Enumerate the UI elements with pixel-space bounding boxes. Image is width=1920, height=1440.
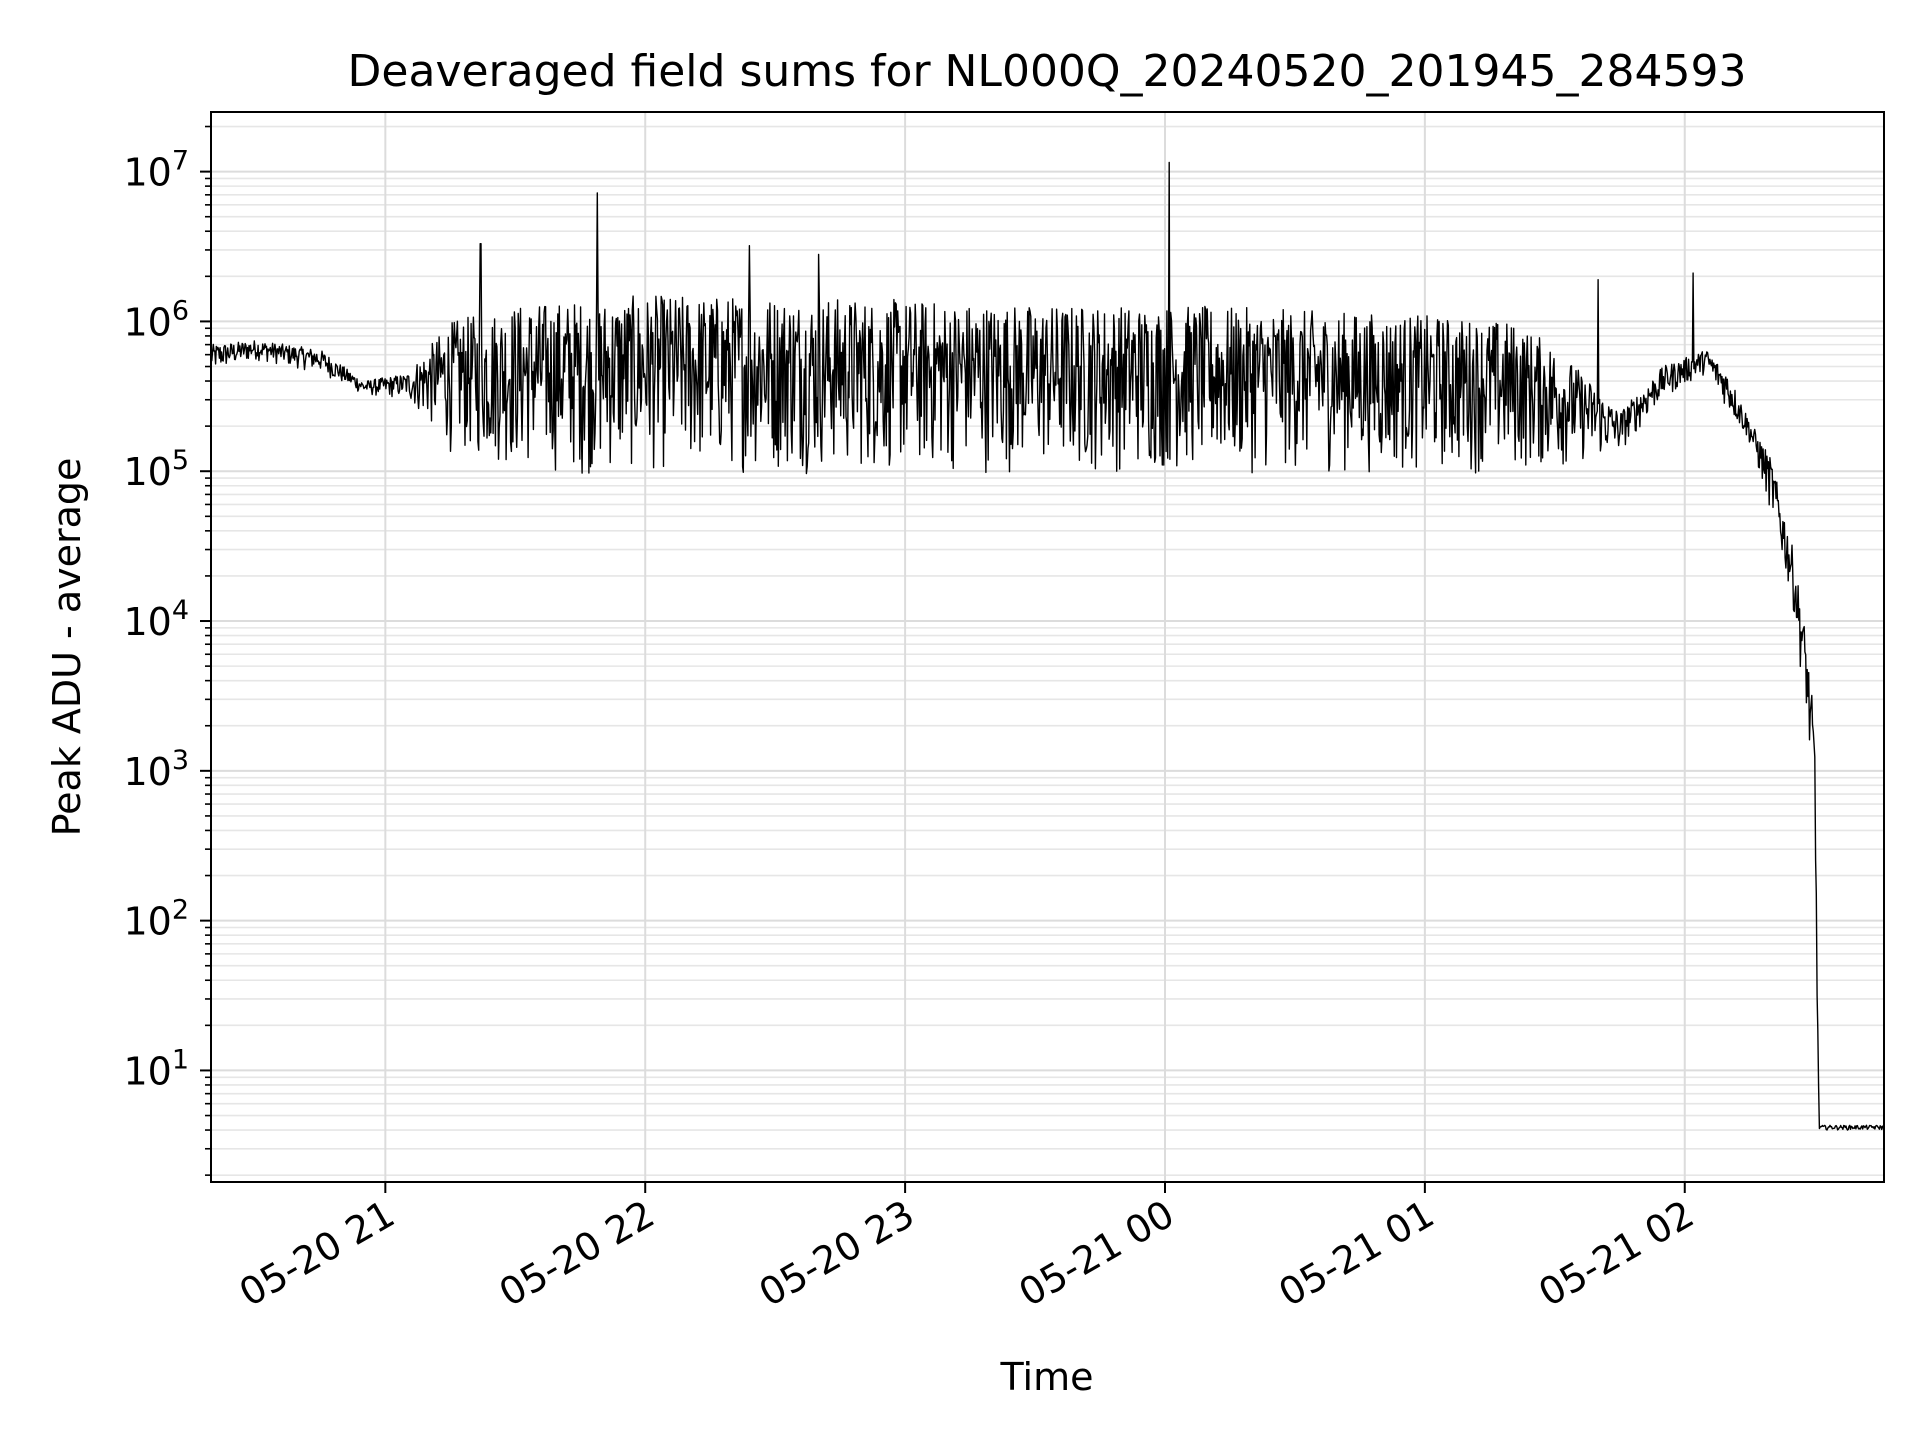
y-tick-label: 106 <box>123 295 189 344</box>
y-tick-label: 101 <box>123 1044 189 1093</box>
series-line <box>211 161 1884 1131</box>
x-tick-label: 05-21 00 <box>1012 1192 1182 1316</box>
x-tick-label: 05-20 21 <box>232 1192 402 1316</box>
y-axis-label: Peak ADU - average <box>45 458 89 837</box>
axis-layer: 101 102 103 104 105 106 107 05-20 21 05-20 22 05-… <box>123 125 1701 1316</box>
y-tick-label: 105 <box>123 445 189 494</box>
x-tick-label: 05-20 22 <box>492 1192 662 1316</box>
chart-title: Deaveraged field sums for NL000Q_2024052… <box>348 46 1747 97</box>
y-tick-label: 104 <box>123 595 189 644</box>
y-tick-label: 102 <box>123 895 189 944</box>
y-tick-label: 103 <box>123 745 189 794</box>
series-layer <box>211 161 1884 1131</box>
x-tick-label: 05-21 02 <box>1531 1192 1701 1316</box>
grid-layer <box>211 112 1884 1182</box>
x-tick-label: 05-20 23 <box>752 1192 922 1316</box>
x-tick-label: 05-21 01 <box>1271 1192 1441 1316</box>
x-axis-label: Time <box>1000 1355 1094 1399</box>
plot-frame <box>210 111 1885 1183</box>
y-tick-label: 107 <box>123 146 189 195</box>
